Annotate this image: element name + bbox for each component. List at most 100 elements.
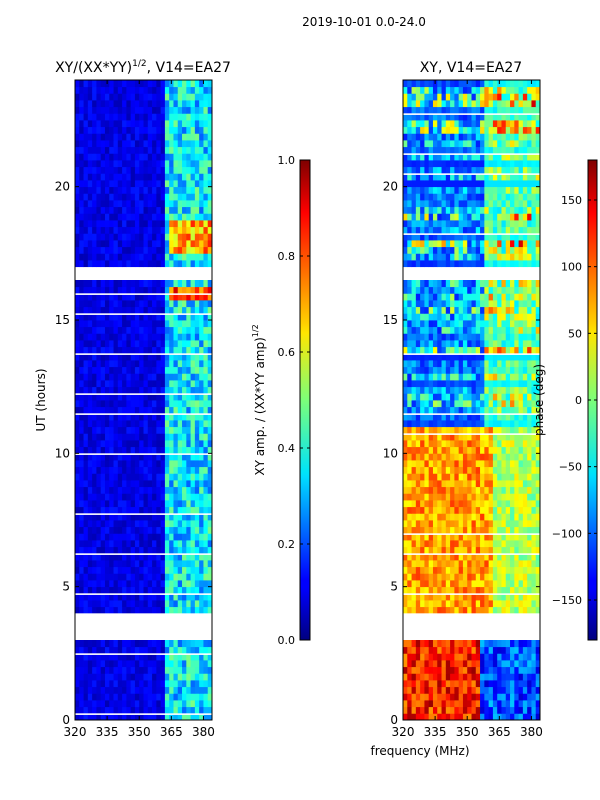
- phase-heat-cell: [492, 526, 498, 534]
- phase-heat-cell: [424, 546, 430, 554]
- amp-heat-cell: [164, 386, 170, 394]
- amp-heat-cell: [199, 213, 204, 221]
- phase-heat-cell: [467, 433, 472, 441]
- amp-heat-cell: [182, 86, 187, 94]
- amp-heat-cell: [113, 706, 119, 714]
- phase-heat-cell: [467, 653, 472, 661]
- phase-heat-cell: [420, 466, 425, 474]
- phase-heat-cell: [488, 253, 494, 261]
- phase-heat-cell: [424, 460, 430, 468]
- amp-heat-cell: [75, 540, 80, 548]
- amp-heat-cell: [143, 660, 149, 668]
- amp-heat-cell: [182, 213, 187, 221]
- phase-heat-cell: [462, 593, 468, 601]
- amp-heat-cell: [139, 100, 144, 108]
- amp-heat-cell: [160, 306, 166, 314]
- phase-heat-cell: [411, 340, 417, 348]
- phase-heat-cell: [531, 353, 537, 361]
- amp-heat-cell: [79, 520, 84, 528]
- amp-heat-cell: [164, 673, 170, 681]
- phase-heat-cell: [415, 666, 421, 674]
- amp-heat-cell: [83, 186, 89, 194]
- phase-heat-cell: [488, 353, 494, 361]
- amp-heat-cell: [143, 400, 149, 408]
- amp-heat-cell: [87, 453, 93, 461]
- phase-heat-cell: [501, 293, 507, 301]
- amp-heat-cell: [164, 560, 170, 568]
- phase-heat-cell: [514, 660, 519, 668]
- amp-heat-cell: [147, 493, 153, 501]
- phase-heat-cell: [403, 473, 408, 481]
- amp-heat-cell: [126, 506, 132, 514]
- phase-heat-cell: [535, 560, 540, 568]
- amp-heat-cell: [169, 553, 174, 561]
- amp-heat-cell: [130, 180, 136, 188]
- amp-heat-cell: [117, 673, 123, 681]
- phase-heat-cell: [510, 473, 515, 481]
- amp-heat-cell: [164, 346, 170, 354]
- amp-heat-cell: [160, 693, 166, 701]
- phase-heat-cell: [424, 280, 430, 288]
- phase-heat-cell: [518, 506, 524, 514]
- amp-heat-cell: [79, 326, 84, 334]
- amp-heat-cell: [186, 593, 191, 601]
- amp-heat-cell: [169, 160, 174, 168]
- amp-heat-cell: [100, 586, 106, 594]
- amp-heat-cell: [160, 260, 166, 268]
- amp-heat-cell: [83, 393, 89, 401]
- amp-heat-cell: [186, 706, 191, 714]
- phase-heat-cell: [531, 313, 537, 321]
- phase-heat-cell: [415, 413, 421, 421]
- phase-heat-cell: [437, 313, 442, 321]
- phase-heat-cell: [407, 366, 412, 374]
- phase-heat-cell: [441, 340, 447, 348]
- phase-heat-cell: [535, 600, 540, 608]
- phase-heat-cell: [454, 566, 460, 574]
- phase-heat-cell: [411, 666, 417, 674]
- amp-heat-cell: [207, 413, 212, 421]
- amp-heat-cell: [75, 500, 80, 508]
- amp-heat-cell: [160, 333, 166, 341]
- amp-heat-cell: [104, 300, 110, 308]
- amp-heat-cell: [190, 226, 196, 234]
- amp-heat-cell: [83, 520, 89, 528]
- amp-heat-cell: [203, 660, 209, 668]
- phase-heat-cell: [437, 706, 442, 714]
- amp-heat-cell: [139, 300, 144, 308]
- amp-heat-cell: [100, 120, 106, 128]
- amp-heat-cell: [143, 593, 149, 601]
- phase-heat-cell: [467, 480, 472, 488]
- phase-heat-cell: [450, 653, 455, 661]
- amp-heat-cell: [87, 353, 93, 361]
- amp-heat-cell: [177, 260, 183, 268]
- amp-heat-cell: [100, 220, 106, 228]
- amp-heat-cell: [160, 153, 166, 161]
- phase-heat-cell: [531, 300, 537, 308]
- phase-heat-cell: [492, 586, 498, 594]
- phase-heat-cell: [445, 586, 451, 594]
- phase-heat-cell: [407, 706, 412, 714]
- phase-heat-cell: [475, 700, 481, 708]
- phase-heat-cell: [411, 440, 417, 448]
- amp-heat-cell: [156, 433, 162, 441]
- amp-heat-cell: [203, 440, 209, 448]
- amp-heat-cell: [109, 706, 114, 714]
- phase-heat-cell: [458, 493, 464, 501]
- amp-heat-cell: [104, 120, 110, 128]
- phase-heat-cell: [480, 300, 485, 308]
- amp-heat-cell: [87, 100, 93, 108]
- amp-heat-cell: [75, 80, 80, 88]
- phase-heat-cell: [484, 380, 490, 388]
- amp-heat-cell: [164, 426, 170, 434]
- phase-heat-cell: [407, 300, 412, 308]
- phase-heat-cell: [467, 320, 472, 328]
- phase-heat-cell: [522, 300, 528, 308]
- phase-heat-cell: [432, 406, 438, 414]
- amp-heat-cell: [83, 640, 89, 648]
- phase-heat-cell: [531, 520, 537, 528]
- amp-heat-cell: [207, 393, 212, 401]
- phase-heat-cell: [432, 393, 438, 401]
- phase-heat-cell: [411, 640, 417, 648]
- amp-heat-cell: [109, 660, 114, 668]
- amp-heat-cell: [147, 340, 153, 348]
